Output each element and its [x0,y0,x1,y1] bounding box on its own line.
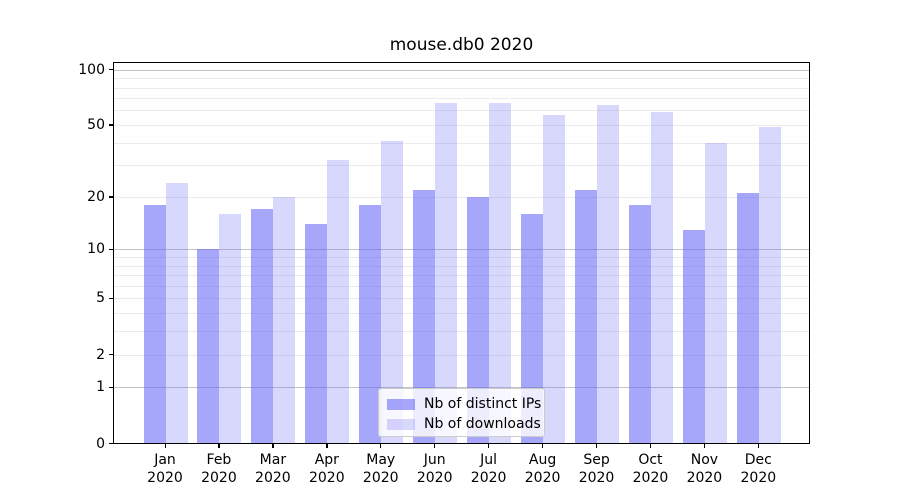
bar-downloads-aug [543,114,566,444]
x-tick-jun [434,443,436,448]
bar-distinct-ips-apr [305,224,328,444]
legend-label-distinct-ips: Nb of distinct IPs [424,396,542,412]
gridline-minor-3 [113,331,810,333]
gridline-major-100 [113,69,810,71]
bar-downloads-sep [597,105,620,444]
bar-downloads-jul [489,102,512,444]
gridline-major-10 [113,249,810,251]
x-tick-label-jan: Jan 2020 [147,451,183,486]
x-tick-apr [326,443,328,448]
bar-downloads-dec [758,126,781,444]
x-tick-may [380,443,382,448]
gridline-minor-40 [113,142,810,144]
x-tick-label-mar: Mar 2020 [255,451,291,486]
gridline-minor-20 [113,196,810,198]
x-tick-sep [596,443,598,448]
y-tick-label-20: 20 [87,188,105,205]
bar-distinct-ips-dec [736,193,759,444]
x-tick-label-oct: Oct 2020 [632,451,669,486]
x-tick-label-feb: Feb 2020 [201,451,237,486]
bar-distinct-ips-sep [575,189,598,444]
gridline-major-1 [113,387,810,389]
bar-downloads-apr [327,160,350,444]
bar-distinct-ips-jan [143,204,166,444]
y-tick-5 [109,297,113,300]
bar-downloads-nov [704,142,727,444]
y-tick-label-10: 10 [87,241,105,258]
y-tick-label-100: 100 [78,61,105,78]
bar-downloads-oct [650,111,673,444]
y-tick-100 [109,69,113,71]
bar-distinct-ips-mar [251,209,274,444]
x-tick-label-may: May 2020 [362,451,399,486]
gridline-minor-9 [113,256,810,258]
x-tick-label-nov: Nov 2020 [686,451,723,486]
x-tick-label-dec: Dec 2020 [740,451,777,486]
y-tick-label-2: 2 [96,346,105,363]
x-tick-label-sep: Sep 2020 [578,451,615,486]
gridline-minor-2 [113,354,810,356]
x-tick-mar [272,443,274,448]
bar-distinct-ips-nov [682,229,705,444]
y-tick-50 [109,124,113,126]
x-tick-label-jun: Jun 2020 [416,451,453,486]
y-tick-label-0: 0 [96,435,105,452]
bar-downloads-jun [435,102,458,444]
x-tick-label-apr: Apr 2020 [308,451,345,486]
y-tick-1 [109,386,113,389]
legend-swatch-downloads [387,418,415,430]
x-tick-jan [164,443,166,448]
y-tick-label-5: 5 [96,290,105,307]
legend-item-distinct-ips: Nb of distinct IPs [387,394,541,414]
bar-downloads-jan [165,182,188,444]
bar-downloads-may [381,140,404,444]
bar-distinct-ips-oct [628,204,651,444]
x-tick-label-jul: Jul 2020 [470,451,507,486]
y-tick-label-1: 1 [96,379,105,396]
y-tick-10 [109,248,113,250]
x-tick-jul [488,443,490,448]
gridline-minor-70 [113,98,810,100]
gridline-minor-5 [113,298,810,300]
y-tick-2 [109,354,113,356]
gridline-minor-60 [113,110,810,112]
x-tick-label-aug: Aug 2020 [524,451,561,486]
gridline-minor-4 [113,313,810,315]
bar-distinct-ips-aug [521,213,544,444]
legend-item-downloads: Nb of downloads [387,414,541,434]
x-tick-oct [649,443,652,448]
x-tick-feb [218,443,220,448]
bar-downloads-feb [219,213,242,444]
gridline-minor-7 [113,275,810,277]
gridline-minor-80 [113,87,810,89]
gridline-minor-50 [113,124,810,126]
y-tick-0 [109,443,113,445]
legend: Nb of distinct IPs Nb of downloads [378,388,545,437]
x-tick-nov [703,443,706,448]
legend-swatch-distinct-ips [387,398,415,410]
plot-area [113,62,810,444]
gridline-minor-30 [113,165,810,167]
gridline-minor-90 [113,78,810,80]
legend-label-downloads: Nb of downloads [424,416,541,432]
gridline-minor-6 [113,285,810,287]
y-tick-label-50: 50 [87,116,105,133]
bar-distinct-ips-may [359,204,382,444]
bar-distinct-ips-jun [413,189,436,444]
gridline-minor-8 [113,265,810,267]
x-tick-aug [542,443,544,448]
x-tick-dec [757,443,760,448]
bar-distinct-ips-jul [467,196,490,444]
chart-title: mouse.db0 2020 [389,35,534,55]
y-tick-20 [109,196,113,198]
bar-downloads-mar [273,196,296,444]
bar-distinct-ips-feb [197,249,220,444]
